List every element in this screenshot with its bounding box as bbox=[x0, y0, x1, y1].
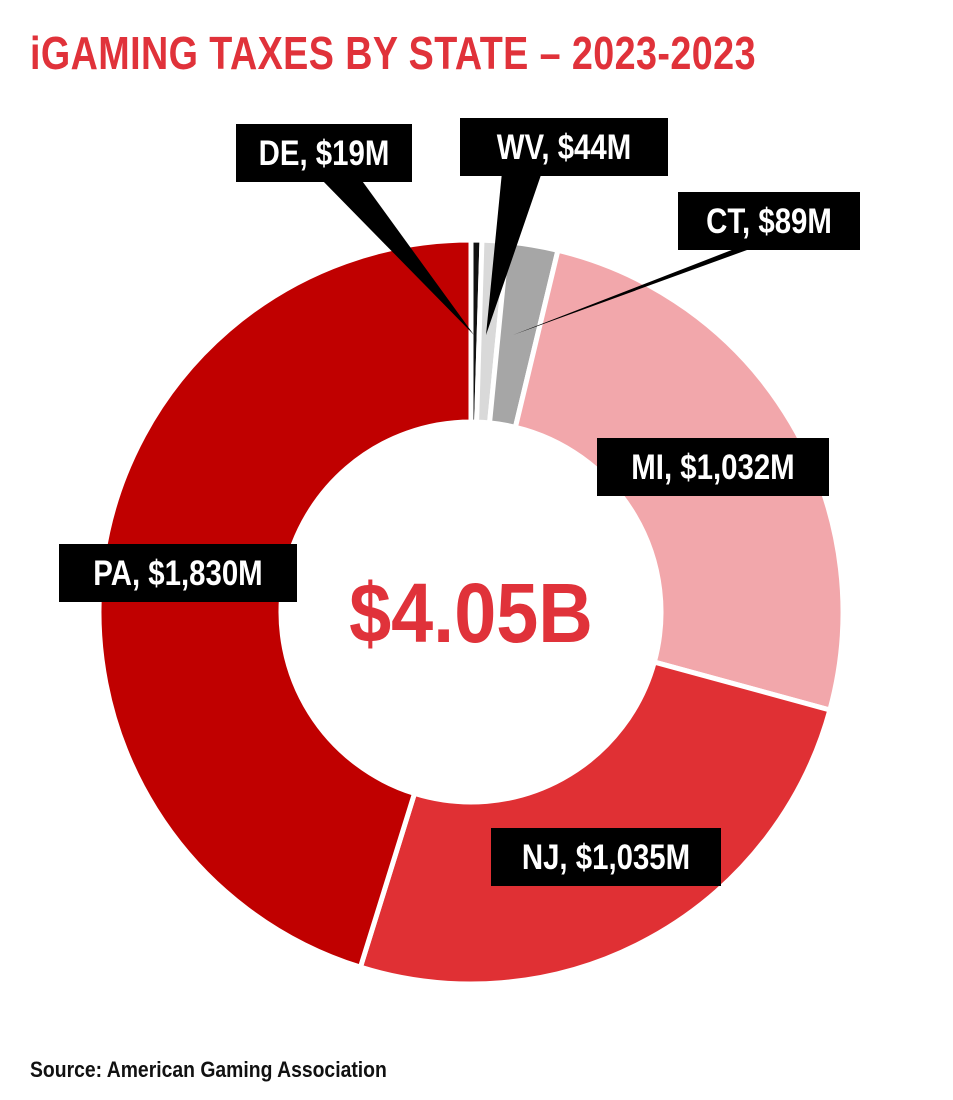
label-text-mi: MI, $1,032M bbox=[631, 448, 794, 487]
slice-nj bbox=[357, 659, 833, 987]
chart-title: iGAMING TAXES BY STATE – 2023-2023 bbox=[30, 27, 756, 79]
label-text-pa: PA, $1,830M bbox=[93, 554, 262, 593]
label-de: DE, $19M bbox=[236, 124, 412, 182]
label-ct: CT, $89M bbox=[678, 192, 860, 250]
label-text-wv: WV, $44M bbox=[497, 128, 632, 167]
label-box-de bbox=[236, 124, 412, 182]
label-box-ct bbox=[678, 192, 860, 250]
slice-pa bbox=[96, 237, 474, 970]
label-box-pa bbox=[59, 544, 297, 602]
leader-de bbox=[320, 178, 474, 335]
label-nj: NJ, $1,035M bbox=[491, 828, 721, 886]
label-leaders bbox=[320, 172, 758, 335]
label-wv: WV, $44M bbox=[460, 118, 668, 176]
leader-wv bbox=[486, 172, 542, 335]
source-note: Source: American Gaming Association bbox=[30, 1057, 387, 1082]
center-total-label: $4.05B bbox=[349, 566, 593, 660]
label-box-wv bbox=[460, 118, 668, 176]
label-text-nj: NJ, $1,035M bbox=[522, 838, 690, 877]
label-mi: MI, $1,032M bbox=[597, 438, 829, 496]
label-text-de: DE, $19M bbox=[259, 134, 390, 173]
slice-labels: DE, $19M WV, $44M CT, $89M MI, $1,032M NJ, $… bbox=[59, 118, 860, 886]
label-text-ct: CT, $89M bbox=[706, 202, 832, 241]
label-pa: PA, $1,830M bbox=[59, 544, 297, 602]
leader-ct bbox=[513, 246, 758, 335]
label-box-nj bbox=[491, 828, 721, 886]
label-box-mi bbox=[597, 438, 829, 496]
